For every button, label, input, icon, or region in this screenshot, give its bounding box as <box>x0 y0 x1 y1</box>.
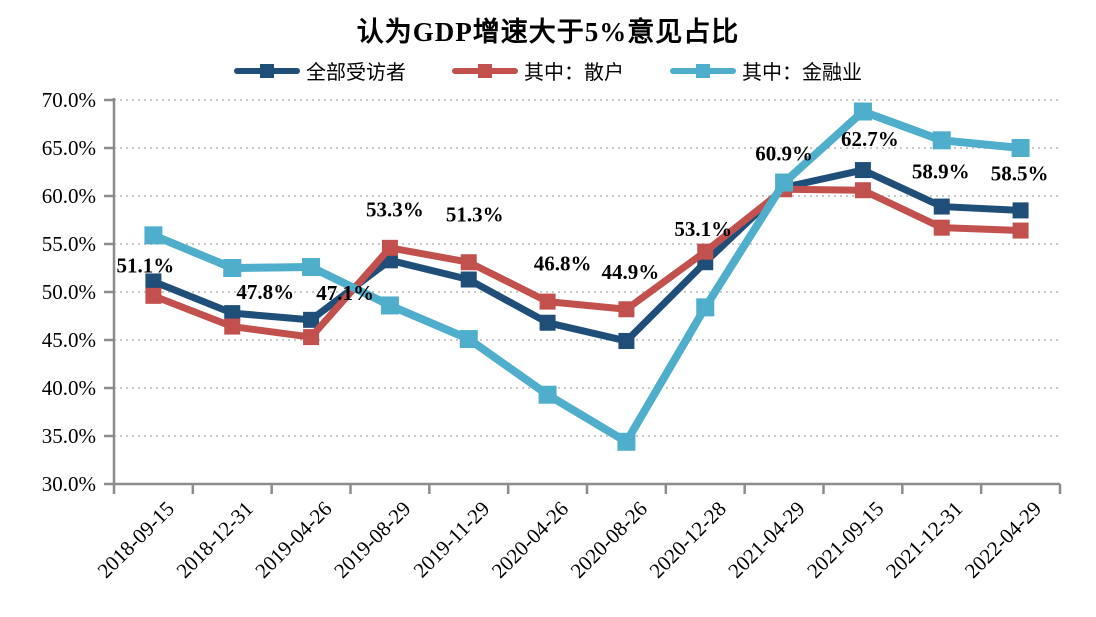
data-point-series-0 <box>303 311 320 328</box>
legend-line-square-icon <box>452 63 518 78</box>
data-point-series-1 <box>618 301 635 318</box>
legend-item-retail: 其中：散户 <box>452 56 624 85</box>
data-point-series-2 <box>853 102 872 121</box>
legend-line-square-icon <box>670 63 736 78</box>
data-point-series-2 <box>380 296 399 315</box>
x-tick-label: 2018-09-15 <box>93 497 179 583</box>
x-tick-label: 2021-12-31 <box>881 497 967 583</box>
x-tick-label: 2019-08-29 <box>329 497 415 583</box>
legend-line-square-icon <box>234 63 300 78</box>
y-tick-label: 50.0% <box>42 280 96 304</box>
data-point-series-1 <box>381 239 398 256</box>
data-point-series-2 <box>144 226 163 245</box>
legend-label: 其中：散户 <box>524 62 624 84</box>
data-label: 46.8% <box>534 252 592 276</box>
x-tick-label: 2019-04-26 <box>250 497 336 583</box>
y-tick-label: 60.0% <box>42 184 96 208</box>
data-point-series-2 <box>775 173 794 192</box>
data-label: 53.1% <box>674 217 732 241</box>
x-tick-label: 2018-12-31 <box>172 497 258 583</box>
x-tick-label: 2021-09-15 <box>802 497 888 583</box>
data-point-series-1 <box>303 329 320 346</box>
data-label: 60.9% <box>755 141 813 165</box>
y-tick-label: 40.0% <box>42 376 96 400</box>
data-point-series-0 <box>145 273 162 290</box>
data-label: 51.3% <box>446 203 504 227</box>
y-tick-label: 65.0% <box>42 136 96 160</box>
chart-title: 认为GDP增速大于5%意见占比 <box>356 17 740 47</box>
data-point-series-0 <box>618 332 635 349</box>
y-tick-label: 45.0% <box>42 328 96 352</box>
series-line-1 <box>149 185 1025 341</box>
data-point-series-2 <box>302 258 321 277</box>
data-point-series-2 <box>223 259 242 277</box>
y-tick-label: 70.0% <box>42 88 96 112</box>
data-point-series-1 <box>145 287 162 304</box>
data-point-series-1 <box>933 219 950 236</box>
data-point-series-2 <box>696 298 715 317</box>
x-tick-label: 2020-04-26 <box>487 497 573 583</box>
data-point-series-1 <box>224 318 241 335</box>
y-tick-label: 30.0% <box>42 472 96 496</box>
data-point-series-0 <box>539 314 556 331</box>
data-label: 47.8% <box>236 280 294 304</box>
data-point-series-2 <box>932 131 951 150</box>
data-point-series-1 <box>1012 222 1029 239</box>
data-label: 58.9% <box>912 160 970 184</box>
data-point-series-0 <box>224 305 241 322</box>
data-point-series-1 <box>539 293 556 310</box>
data-point-series-1 <box>697 243 714 260</box>
series-line-0 <box>149 166 1025 345</box>
data-point-series-2 <box>459 330 478 349</box>
legend-label: 全部受访者 <box>306 62 406 84</box>
data-label: 58.5% <box>991 161 1049 185</box>
data-point-series-1 <box>854 182 871 199</box>
y-tick-label: 55.0% <box>42 232 96 256</box>
data-point-series-0 <box>1012 202 1029 219</box>
data-point-series-2 <box>617 432 636 451</box>
data-point-series-1 <box>460 254 477 271</box>
data-point-series-0 <box>933 198 950 215</box>
legend-item-finance: 其中：金融业 <box>670 56 862 85</box>
data-point-series-2 <box>538 385 557 404</box>
data-label: 62.7% <box>841 127 899 151</box>
data-point-series-0 <box>460 271 477 288</box>
data-label: 47.1% <box>316 281 374 305</box>
x-tick-label: 2020-08-26 <box>566 497 652 583</box>
data-point-series-0 <box>854 162 871 179</box>
legend-label: 其中：金融业 <box>742 62 862 84</box>
data-label: 44.9% <box>602 260 660 284</box>
x-tick-label: 2021-04-29 <box>723 497 809 583</box>
data-label: 51.1% <box>117 253 175 277</box>
series-line-2 <box>149 107 1025 446</box>
data-label: 53.3% <box>366 197 424 221</box>
legend-item-all-respondents: 全部受访者 <box>234 56 406 85</box>
x-tick-label: 2019-11-29 <box>409 497 495 583</box>
x-tick-label: 2022-04-29 <box>960 497 1046 583</box>
x-tick-label: 2020-12-28 <box>645 497 731 583</box>
legend: 全部受访者 其中：散户 其中：金融业 <box>0 56 1096 85</box>
data-point-series-2 <box>1011 139 1030 157</box>
y-tick-label: 35.0% <box>42 424 96 448</box>
